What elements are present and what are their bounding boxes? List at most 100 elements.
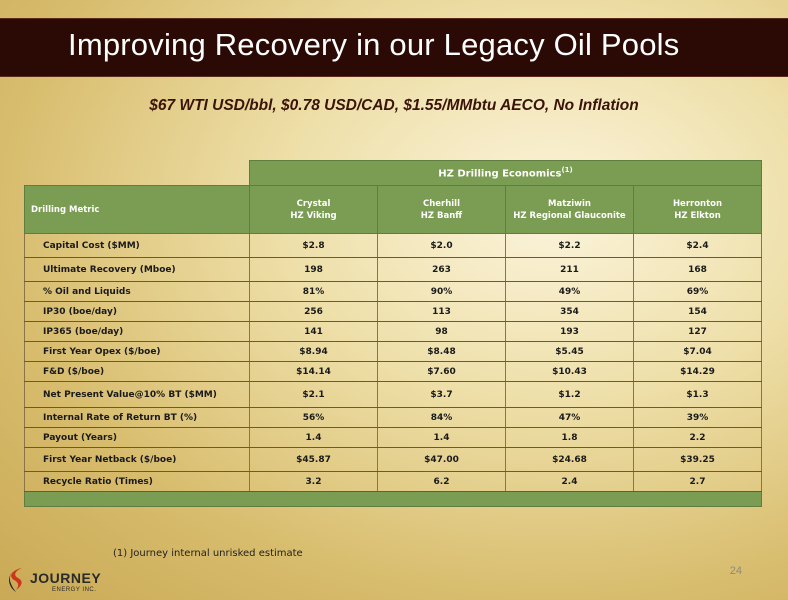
column-header-herronton: Herronton HZ Elkton [633,185,762,234]
group-header-text: HZ Drilling Economics [438,168,562,180]
table-cell: $14.29 [633,361,762,382]
table-row: Capital Cost ($MM) $2.8 $2.0 $2.2 $2.4 [24,233,762,258]
row-label: Ultimate Recovery (Mboe) [24,257,250,282]
row-label: IP365 (boe/day) [24,321,250,342]
table-cell: 211 [505,257,634,282]
table-cell: $1.2 [505,381,634,408]
table-cell: 3.2 [249,471,378,492]
table-cell: $47.00 [377,447,506,472]
row-label: First Year Opex ($/boe) [24,341,250,362]
column-play: HZ Elkton [674,210,721,221]
table-cell: 90% [377,281,506,302]
column-name: Cherhill [422,198,461,209]
table-row: Recycle Ratio (Times) 3.2 6.2 2.4 2.7 [24,471,762,492]
table-cell: 154 [633,301,762,322]
journey-swirl-logo-icon [9,568,22,592]
table-cell: 1.4 [377,427,506,448]
table-cell: 263 [377,257,506,282]
table-cell: 81% [249,281,378,302]
column-name: Matziwin [548,198,591,209]
table-cell: $24.68 [505,447,634,472]
column-name: Herronton [672,198,723,209]
table-cell: 256 [249,301,378,322]
table-cell: 2.4 [505,471,634,492]
table-cell: $7.04 [633,341,762,362]
table-cell: $8.94 [249,341,378,362]
table-body: Capital Cost ($MM) $2.8 $2.0 $2.2 $2.4 Ultima… [24,233,762,492]
table-footer-band [24,491,762,507]
table-row: Net Present Value@10% BT ($MM) $2.1 $3.7 $1… [24,381,762,408]
page-number: 24 [729,565,742,577]
column-header-matziwin: Matziwin HZ Regional Glauconite [505,185,634,234]
table-cell: $2.2 [505,233,634,258]
row-label: Capital Cost ($MM) [24,233,250,258]
table-row: % Oil and Liquids 81% 90% 49% 69% [24,281,762,302]
metric-column-header: Drilling Metric [24,185,250,234]
slide-title: Improving Recovery in our Legacy Oil Poo… [68,27,680,62]
row-label: F&D ($/boe) [24,361,250,382]
table-cell: 84% [377,407,506,428]
table-cell: 354 [505,301,634,322]
table-cell: 2.2 [633,427,762,448]
table-cell: 127 [633,321,762,342]
table-cell: $1.3 [633,381,762,408]
company-logo: JOURNEY ENERGY INC. [6,566,106,596]
table-cell: $10.43 [505,361,634,382]
table-cell: 141 [249,321,378,342]
row-label: Payout (Years) [24,427,250,448]
title-bar: Improving Recovery in our Legacy Oil Poo… [0,18,788,77]
table-cell: $3.7 [377,381,506,408]
column-header-cherhill: Cherhill HZ Banff [377,185,506,234]
table-cell: 6.2 [377,471,506,492]
table-cell: $2.1 [249,381,378,408]
row-label: % Oil and Liquids [24,281,250,302]
table-cell: $2.0 [377,233,506,258]
footnote-marker: (1) [561,166,573,175]
row-label: Net Present Value@10% BT ($MM) [24,381,250,408]
table-row: Internal Rate of Return BT (%) 56% 84% 47% 3… [24,407,762,428]
table-cell: 193 [505,321,634,342]
drilling-economics-table: HZ Drilling Economics(1) Drilling Metric… [24,160,762,507]
table-cell: $2.8 [249,233,378,258]
table-group-header-row: HZ Drilling Economics(1) [25,160,762,186]
table-cell: 39% [633,407,762,428]
table-cell: 69% [633,281,762,302]
row-label: Internal Rate of Return BT (%) [24,407,250,428]
table-cell: 168 [633,257,762,282]
table-cell: 49% [505,281,634,302]
footer-band-cell [24,491,762,507]
table-row: First Year Opex ($/boe) $8.94 $8.48 $5.45 $7… [24,341,762,362]
logo-wordmark: JOURNEY [30,570,102,586]
row-label: IP30 (boe/day) [24,301,250,322]
row-label: Recycle Ratio (Times) [24,471,250,492]
footnote: (1) Journey internal unrisked estimate [113,548,303,559]
table-row: IP30 (boe/day) 256 113 354 154 [24,301,762,322]
table-row: IP365 (boe/day) 141 98 193 127 [24,321,762,342]
column-play: HZ Banff [420,210,463,221]
table-row: First Year Netback ($/boe) $45.87 $47.00 $2… [24,447,762,472]
row-label: First Year Netback ($/boe) [24,447,250,472]
table-cell: 47% [505,407,634,428]
pricing-assumptions: $67 WTI USD/bbl, $0.78 USD/CAD, $1.55/MM… [149,97,639,114]
table-cell: 1.8 [505,427,634,448]
table-cell: $5.45 [505,341,634,362]
table-cell: $45.87 [249,447,378,472]
table-cell: 98 [377,321,506,342]
table-cell: 198 [249,257,378,282]
table-row: Payout (Years) 1.4 1.4 1.8 2.2 [24,427,762,448]
table-cell: $7.60 [377,361,506,382]
table-cell: 113 [377,301,506,322]
table-column-header-row: Drilling Metric Crystal HZ Viking Cherhil… [24,185,762,234]
table-group-header: HZ Drilling Economics(1) [249,160,762,186]
column-header-crystal: Crystal HZ Viking [249,185,378,234]
header-blank-cell [25,161,250,186]
table-cell: $2.4 [633,233,762,258]
table-cell: 2.7 [633,471,762,492]
table-cell: $14.14 [249,361,378,382]
table-cell: $8.48 [377,341,506,362]
table-cell: 56% [249,407,378,428]
table-cell: 1.4 [249,427,378,448]
table-cell: $39.25 [633,447,762,472]
logo-tagline: ENERGY INC. [52,587,97,593]
column-name: Crystal [296,198,331,209]
